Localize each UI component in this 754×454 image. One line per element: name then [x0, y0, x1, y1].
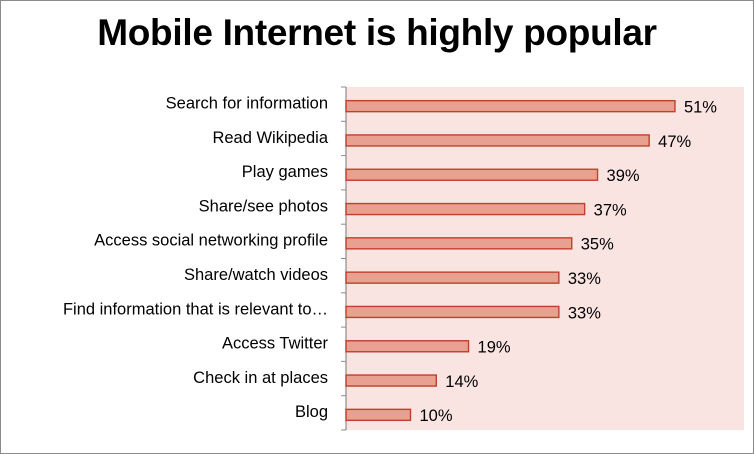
- value-label: 10%: [420, 407, 453, 425]
- bar: [345, 271, 560, 284]
- bar: [345, 305, 560, 319]
- category-label: Access social networking profile: [94, 232, 328, 250]
- category-label: Find information that is relevant to…: [63, 300, 328, 318]
- category-label: Play games: [242, 163, 328, 181]
- bar: [345, 340, 470, 353]
- value-label: 47%: [658, 133, 691, 151]
- category-label: Share/see photos: [199, 197, 328, 215]
- category-label: Check in at places: [193, 369, 328, 387]
- y-axis-ticks: [341, 86, 346, 431]
- value-label: 33%: [568, 304, 601, 322]
- category-label: Access Twitter: [222, 335, 329, 353]
- bar: [345, 99, 676, 113]
- value-label: 33%: [568, 270, 601, 288]
- bar: [345, 134, 650, 147]
- value-label: 51%: [684, 99, 717, 117]
- value-label: 35%: [581, 236, 614, 254]
- bar: [345, 374, 438, 387]
- bar: [345, 168, 599, 181]
- category-label: Read Wikipedia: [212, 129, 328, 147]
- category-label: Share/watch videos: [184, 266, 328, 284]
- bar: [345, 408, 412, 422]
- bar: [345, 202, 586, 216]
- category-label: Search for information: [166, 95, 328, 113]
- category-label: Blog: [295, 403, 328, 421]
- value-labels: 51% 47% 39% 37% 35% 33% 33% 19%14% 10%: [420, 99, 718, 426]
- bar: [345, 237, 573, 250]
- value-label: 37%: [594, 201, 627, 219]
- value-label: 39%: [607, 167, 640, 185]
- value-label: 14%: [445, 373, 478, 391]
- category-labels: Search for information Read Wikipedia Play…: [63, 95, 329, 422]
- chart-title: Mobile Internet is highly popular: [97, 12, 657, 53]
- value-label: 19%: [478, 339, 511, 357]
- bars: [345, 99, 676, 422]
